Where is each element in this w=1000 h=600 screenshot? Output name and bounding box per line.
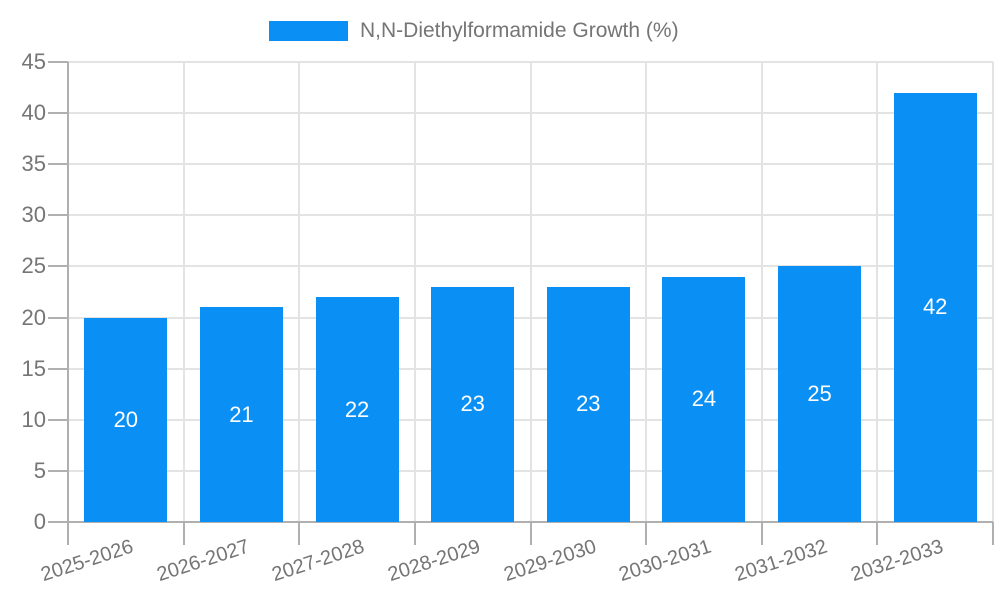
bar[interactable]: 23 [546, 286, 630, 522]
bar-value-label: 21 [229, 401, 254, 427]
x-axis-tick [298, 522, 301, 545]
x-gridline [645, 62, 648, 522]
x-gridline [298, 62, 301, 522]
bar-value-label: 25 [807, 381, 832, 407]
x-axis-category-label: 2025-2026 [38, 535, 137, 587]
y-axis-tick-label: 30 [21, 202, 46, 228]
x-axis-category-label: 2027-2028 [269, 535, 368, 587]
bar[interactable]: 23 [431, 286, 515, 522]
bar[interactable]: 21 [199, 307, 283, 522]
x-gridline [760, 62, 763, 522]
y-axis-tick-label: 5 [33, 457, 46, 483]
legend[interactable]: N,N-Diethylformamide Growth (%) [0, 0, 1000, 50]
x-axis-category-label: 2026-2027 [154, 535, 252, 587]
y-axis-tick [48, 112, 68, 115]
bar-value-label: 23 [576, 391, 601, 417]
x-axis-tick [182, 522, 185, 545]
x-axis-category-label: 2031-2032 [732, 535, 830, 587]
bar[interactable]: 24 [662, 276, 746, 522]
x-axis-line [68, 521, 993, 523]
x-axis-tick [645, 522, 648, 545]
x-gridline [529, 62, 532, 522]
bar[interactable]: 25 [778, 266, 862, 522]
y-axis-tick [48, 163, 68, 166]
y-axis-tick [48, 521, 68, 523]
y-axis-tick-label: 20 [21, 304, 46, 330]
y-axis-tick-label: 0 [33, 509, 46, 534]
x-gridline [413, 62, 416, 522]
y-axis-line [67, 62, 69, 522]
legend-swatch[interactable] [269, 21, 348, 41]
y-axis-tick-label: 10 [21, 406, 46, 432]
bar-value-label: 42 [922, 294, 948, 320]
legend-label: N,N-Diethylformamide Growth (%) [360, 19, 679, 42]
y-axis-tick [48, 214, 68, 217]
y-axis-tick [48, 61, 68, 63]
x-axis-tick [67, 522, 69, 545]
x-gridline [182, 62, 185, 522]
x-axis-category-label: 2028-2029 [385, 535, 484, 587]
x-axis-category-label: 2029-2030 [500, 535, 599, 587]
y-axis-tick-label: 15 [21, 355, 46, 381]
bar-value-label: 24 [691, 386, 717, 412]
x-gridline [992, 62, 994, 522]
y-axis-tick-label: 35 [21, 151, 46, 177]
y-axis-tick-label: 25 [21, 253, 46, 279]
bar[interactable]: 22 [315, 297, 399, 522]
x-axis-tick [529, 522, 532, 545]
y-axis-tick-label: 45 [21, 49, 46, 74]
y-axis-tick [48, 418, 68, 421]
x-axis-category-label: 2030-2031 [616, 535, 715, 587]
x-axis-tick [760, 522, 763, 545]
bar-value-label: 22 [344, 396, 370, 422]
x-axis-category-label: 2032-2033 [847, 535, 946, 587]
x-axis-tick [992, 522, 994, 545]
bar-value-label: 20 [113, 406, 139, 432]
bar[interactable]: 42 [893, 92, 977, 522]
x-axis-tick [413, 522, 416, 545]
y-axis-tick [48, 316, 68, 319]
x-axis-tick [876, 522, 879, 545]
y-axis-tick [48, 367, 68, 370]
y-axis-tick-label: 40 [21, 100, 46, 126]
bar-value-label: 23 [460, 391, 485, 417]
y-axis-tick [48, 265, 68, 268]
bar[interactable]: 20 [84, 317, 168, 522]
x-gridline [876, 62, 879, 522]
y-axis-tick [48, 469, 68, 472]
